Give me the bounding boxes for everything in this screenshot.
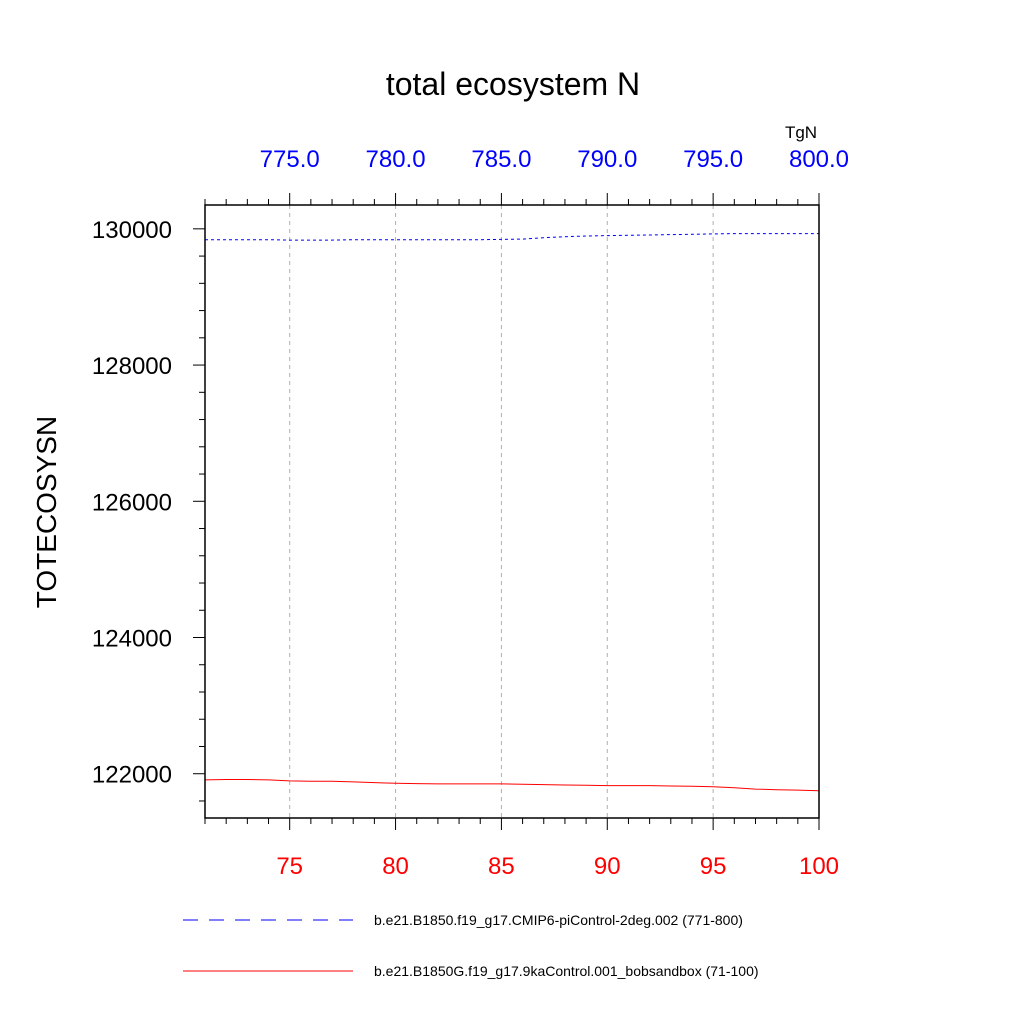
x-bottom-tick-label: 90 xyxy=(594,853,621,880)
y-axis-label: TOTECOSYSN xyxy=(31,416,62,608)
x-top-tick-label: 800.0 xyxy=(789,146,849,173)
x-bottom-tick-label: 85 xyxy=(488,853,515,880)
series-line-red xyxy=(204,779,820,792)
series-group xyxy=(204,233,820,792)
grid-lines xyxy=(289,205,714,818)
y-tick-label: 124000 xyxy=(92,626,172,653)
x-bottom-tick-label: 100 xyxy=(799,853,839,880)
y-tick-label: 122000 xyxy=(92,762,172,789)
series-line-blue xyxy=(205,233,819,241)
legend-label: b.e21.B1850.f19_g17.CMIP6-piControl-2deg… xyxy=(374,912,743,928)
legend: b.e21.B1850.f19_g17.CMIP6-piControl-2deg… xyxy=(183,912,759,979)
legend-label: b.e21.B1850G.f19_g17.9kaControl.001_bobs… xyxy=(374,963,759,979)
x-bottom-tick-label: 95 xyxy=(700,853,727,880)
x-top-tick-label: 790.0 xyxy=(577,146,637,173)
x-top-tick-label: 795.0 xyxy=(683,146,743,173)
units-label: TgN xyxy=(785,123,817,142)
axis-ticks: 75 80 85 90 95 100 775.0 780.0 785.0 790.0 795.0 80… xyxy=(92,146,849,880)
x-top-tick-label: 775.0 xyxy=(260,146,320,173)
plot-frame xyxy=(204,204,820,819)
x-top-tick-label: 785.0 xyxy=(471,146,531,173)
chart-title: total ecosystem N xyxy=(386,66,640,102)
y-tick-label: 130000 xyxy=(92,217,172,244)
y-tick-label: 128000 xyxy=(92,353,172,380)
x-bottom-tick-label: 75 xyxy=(276,853,303,880)
y-tick-label: 126000 xyxy=(92,489,172,516)
x-top-tick-label: 780.0 xyxy=(366,146,426,173)
x-bottom-tick-label: 80 xyxy=(382,853,409,880)
